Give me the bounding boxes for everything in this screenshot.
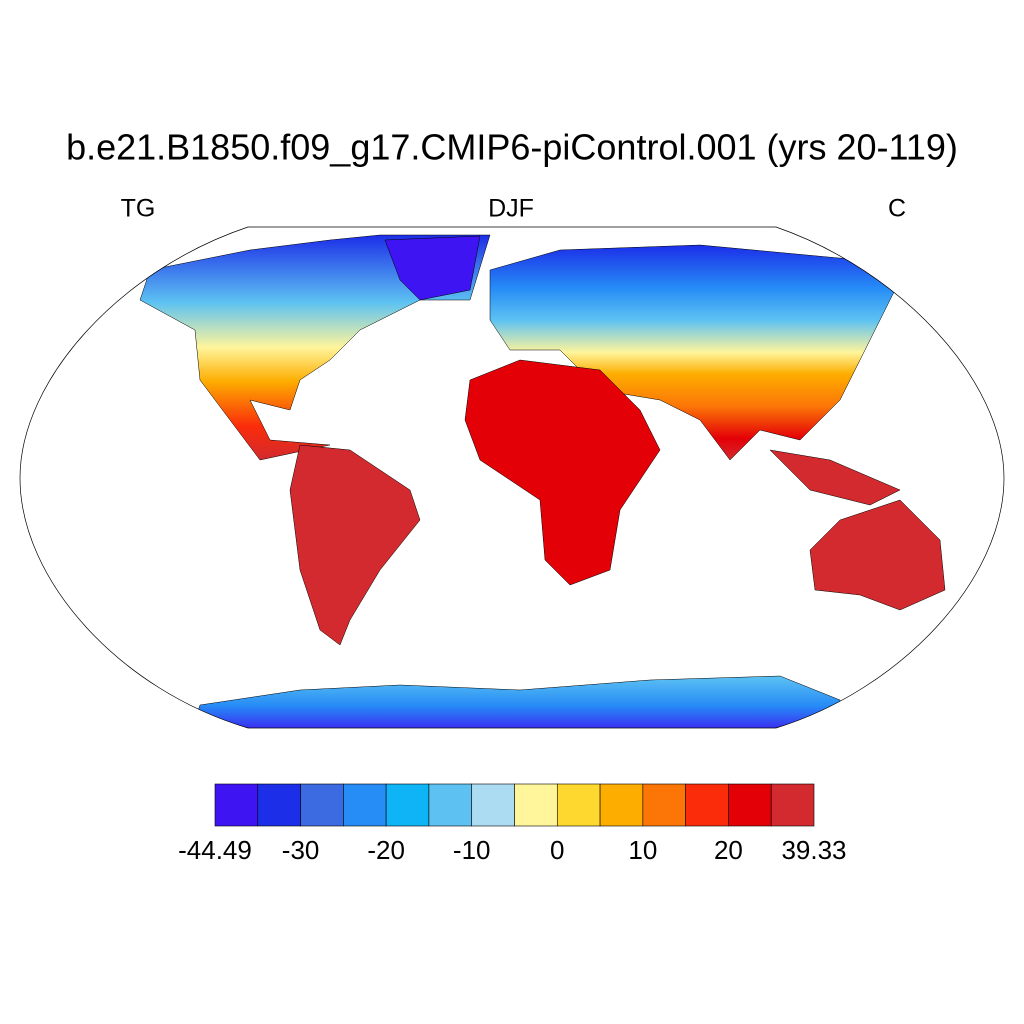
- colorbar-box: [257, 783, 301, 827]
- season-label: DJF: [488, 195, 534, 223]
- colorbar-box: [685, 783, 729, 827]
- title: b.e21.B1850.f09_g17.CMIP6-piControl.001 …: [66, 127, 958, 168]
- units-label: C: [888, 195, 906, 223]
- eurasia: [489, 244, 896, 461]
- colorbar-box: [599, 783, 644, 827]
- colorbar-label: -20: [367, 835, 405, 865]
- colorbar-box: [214, 783, 259, 827]
- south-america: [289, 444, 421, 646]
- colorbar-box: [428, 783, 473, 827]
- north-america: [139, 234, 491, 461]
- colorbar: -44.49 -30 -20 -10 0 10 20 39.33: [178, 783, 847, 865]
- colorbar-label: 0: [550, 835, 564, 865]
- map-border: [19, 226, 1005, 729]
- colorbar-label: -44.49: [178, 835, 252, 865]
- colorbar-box: [300, 783, 344, 827]
- indonesia: [769, 449, 901, 506]
- variable-label: TG: [121, 195, 156, 223]
- colorbar-box: [471, 783, 515, 827]
- colorbar-label: -30: [282, 835, 320, 865]
- colorbar-box: [556, 783, 601, 827]
- colorbar-label: 10: [628, 835, 657, 865]
- land: [139, 234, 946, 728]
- australia: [809, 499, 946, 611]
- colorbar-box: [385, 783, 430, 827]
- colorbar-label: 20: [714, 835, 743, 865]
- colorbar-box: [514, 783, 558, 827]
- greenland: [384, 235, 481, 301]
- map: [19, 226, 1005, 729]
- colorbar-box: [642, 783, 686, 827]
- colorbar-label: -10: [453, 835, 491, 865]
- colorbar-box: [728, 783, 772, 827]
- africa: [464, 359, 661, 586]
- antarctica: [189, 675, 841, 728]
- colorbar-label: 39.33: [781, 835, 846, 865]
- colorbar-box: [770, 783, 815, 827]
- colorbar-box: [343, 783, 387, 827]
